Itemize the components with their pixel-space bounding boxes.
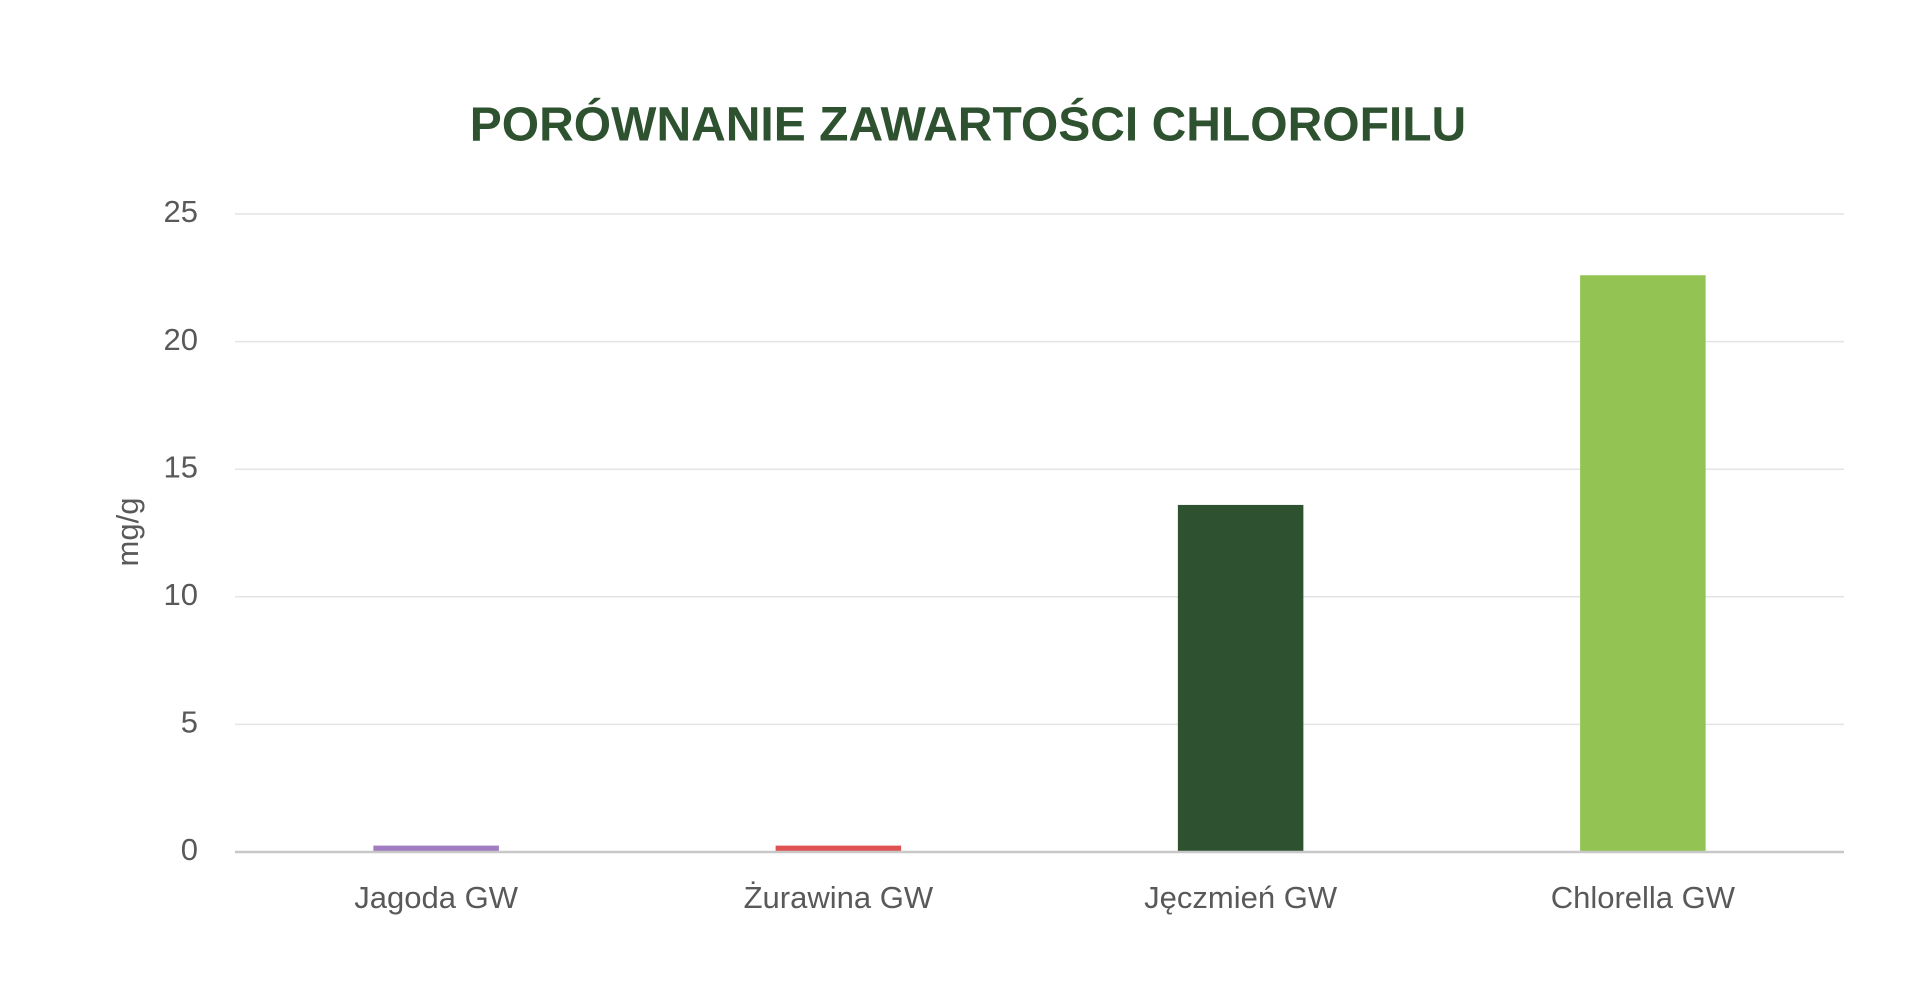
y-tick-label: 10: [164, 577, 198, 612]
x-tick-label: Jagoda GW: [354, 880, 518, 915]
bar: [775, 845, 902, 852]
y-tick-label: 5: [181, 705, 198, 740]
y-tick-label: 0: [181, 832, 198, 867]
x-tick-label: Jęczmień GW: [1144, 880, 1338, 915]
bar: [1580, 275, 1706, 852]
chart-title: PORÓWNANIE ZAWARTOŚCI CHLOROFILU: [470, 97, 1466, 152]
y-tick-label: 15: [164, 449, 198, 484]
y-tick-label: 20: [164, 322, 198, 357]
bar: [373, 845, 499, 852]
x-tick-label: Żurawina GW: [744, 880, 934, 915]
x-tick-label: Chlorella GW: [1551, 880, 1736, 915]
bar: [1177, 504, 1304, 852]
y-axis-title: mg/g: [110, 498, 145, 567]
y-tick-label: 25: [164, 194, 198, 229]
